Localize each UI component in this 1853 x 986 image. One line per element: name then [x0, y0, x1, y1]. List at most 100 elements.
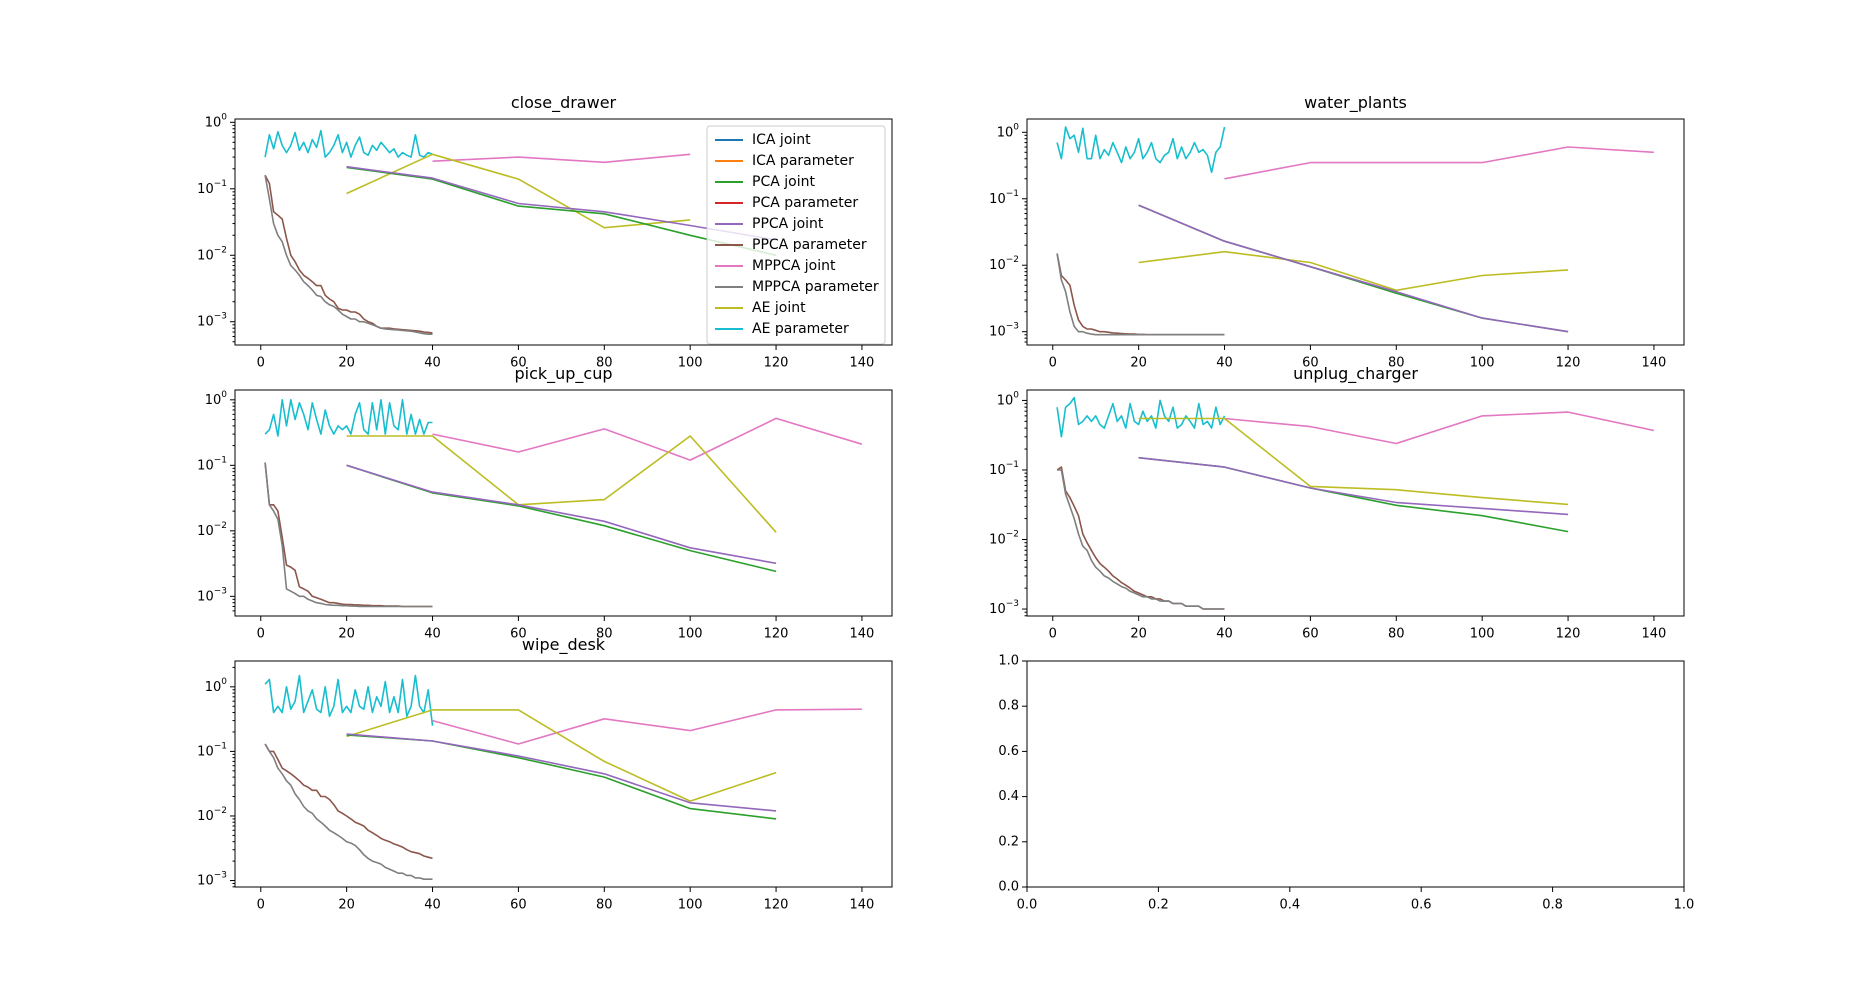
legend-label: PPCA joint: [752, 216, 824, 232]
y-tick-label: 100: [205, 676, 228, 694]
series-group: [1056, 126, 1654, 336]
series-line-ppca-joint: [1138, 204, 1569, 333]
x-tick-label: 40: [1216, 627, 1233, 642]
y-tick-label: 10−3: [989, 321, 1019, 339]
panel-wipe_desk: 0 20 40 60 80 100 120 140 100 10−1 10−2 10−3 wipe_de…: [197, 635, 893, 913]
y-tick-label: 0.6: [998, 744, 1019, 759]
x-tick-label: 20: [1130, 356, 1147, 371]
y-tick-label: 10−1: [197, 455, 227, 473]
y-tick-label: 10−2: [989, 529, 1019, 547]
series-line-ae-parameter: [264, 674, 434, 726]
legend-box: [706, 125, 886, 345]
y-tick-label: 0.0: [998, 880, 1019, 895]
panel-water_plants: 0 20 40 60 80 100 120 140 100 10−1 10−2 10−3 water_p…: [989, 93, 1685, 371]
x-tick-label: 80: [1388, 627, 1405, 642]
series-line-ae-joint: [346, 709, 777, 802]
x-tick-label: 120: [1556, 627, 1581, 642]
y-tick-label: 10−2: [989, 255, 1019, 273]
x-tick-label: 120: [764, 627, 789, 642]
series-line-ae-joint: [1138, 417, 1569, 506]
panel-title: close_drawer: [511, 93, 617, 113]
series-line-ppca-joint: [1138, 456, 1569, 516]
x-tick-label: 0: [257, 898, 265, 913]
x-tick-label: 60: [510, 898, 527, 913]
x-tick-label: 0: [1049, 356, 1057, 371]
x-tick-label: 100: [678, 898, 703, 913]
series-line-ppca-parameter: [1056, 253, 1225, 336]
x-tick-label: 20: [338, 898, 355, 913]
panel-unplug_charger: 0 20 40 60 80 100 120 140 100 10−1 10−2 10−3 unplug_…: [989, 364, 1685, 642]
panel-title: wipe_desk: [522, 635, 606, 655]
x-tick-label: 120: [764, 356, 789, 371]
x-tick-label: 0: [257, 356, 265, 371]
series-line-ae-joint: [346, 153, 691, 229]
y-tick-label: 100: [997, 122, 1020, 140]
y-tick-label: 1.0: [998, 654, 1019, 669]
legend-label: ICA parameter: [752, 153, 854, 169]
x-tick-label: 100: [1470, 356, 1495, 371]
series-line-mppca-parameter: [264, 175, 433, 336]
y-tick-label: 0.8: [998, 699, 1019, 714]
y-tick-label: 10−2: [197, 520, 227, 538]
series-line-pca-joint: [346, 166, 777, 257]
y-tick-label: 100: [997, 390, 1020, 408]
x-tick-label: 60: [510, 356, 527, 371]
legend: ICA joint ICA parameter PCA joint PCA param…: [706, 125, 886, 345]
x-tick-label: 40: [424, 627, 441, 642]
panel-empty: 0.0 0.2 0.4 0.6 0.8 1.0 0.0 0.2 0.4 0.6 0.8 1.0: [998, 654, 1694, 913]
series-line-ae-joint: [346, 435, 777, 533]
series-line-mppca-parameter: [1057, 469, 1225, 610]
x-tick-label: 140: [850, 627, 875, 642]
legend-label: ICA joint: [752, 132, 811, 148]
plot-frame: [234, 660, 893, 888]
x-tick-label: 0.4: [1279, 898, 1300, 913]
series-line-ae-parameter: [1056, 126, 1226, 174]
series-line-ppca-joint: [346, 464, 777, 565]
series-line-ae-parameter: [264, 398, 433, 437]
x-tick-label: 100: [678, 627, 703, 642]
x-tick-label: 0.6: [1411, 898, 1432, 913]
legend-label: PPCA parameter: [752, 237, 867, 253]
y-tick-label: 10−2: [197, 245, 227, 263]
y-tick-label: 10−1: [989, 459, 1019, 477]
y-tick-label: 10−3: [197, 311, 227, 329]
x-tick-label: 140: [850, 898, 875, 913]
x-tick-label: 40: [1216, 356, 1233, 371]
series-line-pca-joint: [346, 464, 777, 573]
plot-frame: [1026, 389, 1685, 617]
series-line-ae-parameter: [1056, 396, 1226, 438]
series-line-mppca-parameter: [264, 743, 433, 881]
series-line-mppca-joint: [1224, 146, 1654, 180]
series-line-ppca-parameter: [264, 743, 433, 860]
y-tick-label: 10−3: [989, 599, 1019, 617]
panel-pick_up_cup: 0 20 40 60 80 100 120 140 100 10−1 10−2 10−3 pick_up…: [197, 364, 893, 642]
y-tick-label: 10−1: [197, 741, 227, 759]
x-tick-label: 0.8: [1542, 898, 1563, 913]
legend-label: PCA joint: [752, 174, 815, 190]
x-tick-label: 60: [1302, 627, 1319, 642]
x-tick-label: 140: [1642, 356, 1667, 371]
y-tick-label: 10−3: [197, 586, 227, 604]
x-tick-label: 0.2: [1148, 898, 1169, 913]
series-group: [264, 674, 862, 881]
x-tick-label: 40: [424, 356, 441, 371]
series-group: [264, 129, 777, 336]
plot-frame: [234, 118, 893, 346]
x-tick-label: 80: [596, 898, 613, 913]
legend-label: MPPCA parameter: [752, 279, 879, 295]
series-line-mppca-joint: [432, 708, 862, 745]
panel-title: unplug_charger: [1293, 364, 1418, 384]
panel-title: pick_up_cup: [514, 364, 612, 384]
series-line-ppca-joint: [346, 165, 777, 241]
series-line-ppca-joint: [346, 733, 777, 812]
x-tick-label: 80: [1388, 356, 1405, 371]
x-tick-label: 1.0: [1674, 898, 1695, 913]
x-tick-label: 140: [850, 356, 875, 371]
x-tick-label: 60: [510, 627, 527, 642]
series-line-ppca-parameter: [1056, 466, 1225, 610]
x-tick-label: 100: [1470, 627, 1495, 642]
plot-frame: [1026, 660, 1685, 888]
x-tick-label: 40: [424, 898, 441, 913]
x-tick-label: 60: [1302, 356, 1319, 371]
